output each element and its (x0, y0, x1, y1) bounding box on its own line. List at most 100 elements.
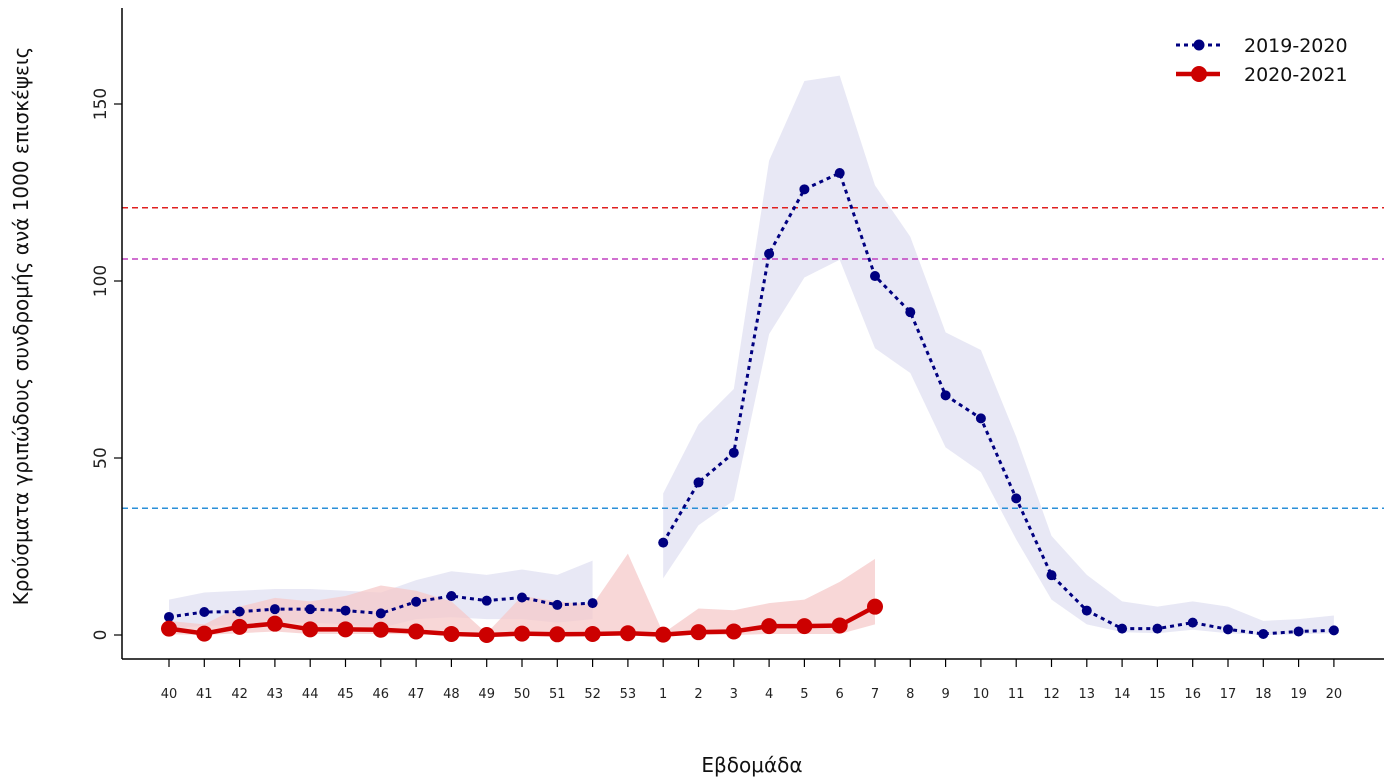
y-tick-label-50: 50 (91, 447, 111, 469)
x-tick-label-12: 12 (1043, 687, 1060, 702)
point-2019-2020-20 (1328, 625, 1339, 636)
point-2019-2020-45 (340, 605, 351, 616)
y-axis-title: Κρούσματα γριπώδους συνδρομής ανά 1000 ε… (9, 47, 33, 606)
legend-marker-2020-2021 (1191, 66, 1207, 82)
series-lines (161, 168, 1339, 643)
x-tick-label-14: 14 (1114, 687, 1131, 702)
point-2020-2021-7 (867, 598, 883, 615)
point-2020-2021-40 (161, 620, 177, 637)
point-2019-2020-49 (481, 595, 492, 606)
point-2020-2021-52 (584, 625, 601, 642)
point-2019-2020-42 (234, 606, 245, 617)
series-line-2019-2020-1 (661, 171, 1334, 636)
point-2020-2021-46 (372, 621, 389, 638)
point-2020-2021-42 (231, 618, 248, 635)
point-2019-2020-46 (375, 608, 386, 619)
legend: 2019-2020 2020-2021 (1176, 35, 1348, 86)
point-2019-2020-51 (552, 599, 563, 610)
x-tick-label-51: 51 (549, 687, 566, 702)
x-tick-label-3: 3 (730, 687, 738, 702)
band-2019-2020-1 (663, 75, 1334, 636)
legend-entry-2020-2021: 2020-2021 (1176, 64, 1348, 86)
point-2019-2020-40 (164, 611, 174, 622)
point-2019-2020-8 (905, 307, 916, 318)
x-tick-label-5: 5 (800, 687, 808, 702)
x-axis-title: Εβδομάδα (701, 753, 802, 777)
x-tick-label-48: 48 (443, 687, 460, 702)
point-2020-2021-6 (831, 617, 848, 634)
x-tick-label-53: 53 (620, 687, 637, 702)
point-2019-2020-47 (411, 596, 422, 607)
point-2020-2021-51 (549, 626, 566, 643)
x-tick-label-46: 46 (373, 687, 390, 702)
point-2019-2020-52 (587, 598, 598, 609)
x-tick-label-44: 44 (302, 687, 319, 702)
point-2019-2020-44 (305, 604, 316, 615)
point-2019-2020-1 (658, 537, 669, 548)
point-2019-2020-43 (269, 604, 280, 615)
legend-label-2019-2020: 2019-2020 (1244, 35, 1348, 57)
x-tick-label-1: 1 (659, 687, 667, 702)
y-tick-label-100: 100 (91, 265, 111, 297)
x-tick-label-18: 18 (1255, 687, 1272, 702)
x-tick-label-17: 17 (1220, 687, 1237, 702)
point-2019-2020-50 (517, 592, 527, 603)
point-2020-2021-1 (655, 626, 672, 643)
point-2019-2020-9 (940, 390, 951, 401)
x-tick-label-19: 19 (1290, 687, 1307, 702)
point-2019-2020-15 (1152, 623, 1163, 634)
x-tick-label-52: 52 (584, 687, 601, 702)
x-tick-label-40: 40 (161, 687, 178, 702)
axes: 40 41 42 43 44 45 46 47 48 49 50 51 52 53 1 2 3 4 5 6 7 8 9 10 1… (91, 8, 1384, 702)
point-2019-2020-41 (199, 606, 210, 617)
point-2020-2021-43 (266, 615, 283, 632)
point-2020-2021-3 (725, 623, 742, 640)
x-tick-label-43: 43 (267, 687, 284, 702)
point-2020-2021-5 (796, 618, 813, 635)
point-2019-2020-13 (1081, 605, 1092, 616)
threshold-lines (122, 206, 1384, 510)
x-tick-label-2: 2 (694, 687, 702, 702)
point-2020-2021-41 (196, 625, 213, 642)
x-tick-label-20: 20 (1326, 687, 1343, 702)
point-2019-2020-17 (1223, 624, 1233, 635)
point-2020-2021-2 (690, 624, 707, 641)
point-2019-2020-19 (1293, 626, 1304, 637)
confidence-bands (169, 75, 1334, 636)
legend-label-2020-2021: 2020-2021 (1244, 64, 1348, 86)
x-tick-label-9: 9 (941, 687, 949, 702)
point-2019-2020-5 (799, 184, 810, 195)
point-2019-2020-14 (1117, 623, 1128, 634)
point-2019-2020-48 (446, 591, 457, 602)
y-tick-label-0: 0 (91, 630, 111, 641)
point-2019-2020-2 (693, 477, 704, 488)
point-2019-2020-6 (834, 168, 845, 179)
point-2020-2021-4 (761, 618, 778, 635)
x-tick-label-13: 13 (1079, 687, 1096, 702)
y-tick-label-150: 150 (91, 88, 111, 120)
x-tick-label-47: 47 (408, 687, 425, 702)
x-tick-label-4: 4 (765, 687, 773, 702)
point-2020-2021-49 (478, 627, 495, 643)
point-2019-2020-10 (975, 413, 986, 424)
point-2020-2021-53 (619, 625, 636, 642)
x-tick-label-16: 16 (1184, 687, 1201, 702)
point-2019-2020-16 (1187, 617, 1198, 628)
point-2019-2020-7 (870, 271, 880, 282)
x-tick-label-7: 7 (871, 687, 879, 702)
point-2019-2020-11 (1011, 493, 1022, 504)
point-2019-2020-18 (1258, 628, 1269, 639)
x-tick-label-42: 42 (231, 687, 248, 702)
x-tick-label-8: 8 (906, 687, 914, 702)
point-2020-2021-47 (408, 623, 425, 640)
point-2020-2021-45 (337, 621, 354, 638)
x-tick-label-11: 11 (1008, 687, 1025, 702)
x-tick-label-50: 50 (514, 687, 531, 702)
x-tick-label-41: 41 (196, 687, 213, 702)
point-2019-2020-4 (764, 248, 775, 259)
point-2020-2021-50 (514, 625, 530, 642)
x-tick-label-15: 15 (1149, 687, 1166, 702)
point-2020-2021-48 (443, 625, 460, 642)
point-2019-2020-3 (728, 447, 739, 458)
